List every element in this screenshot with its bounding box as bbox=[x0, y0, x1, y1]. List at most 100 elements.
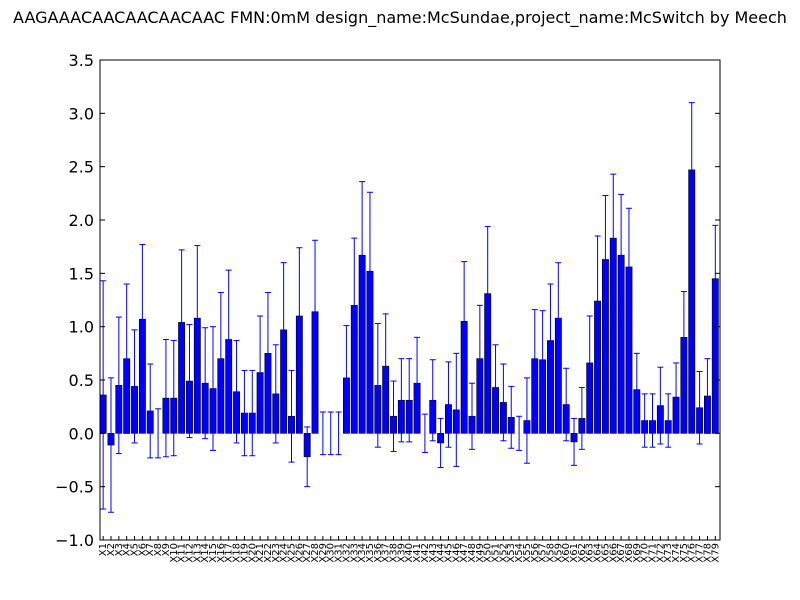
y-tick-label: −1.0 bbox=[55, 531, 94, 550]
error-bar-x7 bbox=[147, 363, 154, 459]
error-bar-x41 bbox=[414, 336, 421, 430]
x-tick-label: X3 bbox=[114, 543, 125, 556]
x-tick-label: X16 bbox=[216, 543, 227, 563]
x-tick-label: X36 bbox=[373, 543, 384, 563]
x-tick-label: X4 bbox=[122, 543, 133, 556]
x-tick-label: X11 bbox=[177, 543, 188, 563]
x-tick-label: X39 bbox=[396, 543, 407, 563]
error-bar-x48 bbox=[469, 382, 475, 450]
error-bar-x42 bbox=[421, 413, 428, 454]
error-bar-x29 bbox=[319, 411, 326, 456]
error-bar-x38 bbox=[390, 380, 397, 452]
error-bar-x73 bbox=[665, 393, 672, 448]
error-bar-x69 bbox=[633, 352, 640, 427]
x-tick-label: X48 bbox=[467, 543, 478, 563]
y-tick-label: 2.5 bbox=[69, 158, 94, 177]
x-tick-label: X7 bbox=[145, 543, 156, 556]
x-tick-label: X66 bbox=[608, 543, 619, 563]
error-bar-x30 bbox=[327, 411, 334, 456]
error-bar-x71 bbox=[649, 393, 656, 448]
x-tick-label: X79 bbox=[710, 543, 721, 563]
error-bar-x21 bbox=[257, 315, 264, 430]
error-bar-x74 bbox=[673, 362, 680, 432]
error-bar-x75 bbox=[680, 290, 687, 384]
error-bar-x34 bbox=[359, 181, 366, 330]
x-tick-label: X22 bbox=[263, 543, 274, 563]
x-tick-label: X54 bbox=[514, 543, 525, 563]
x-axis: X1X2X3X4X5X6X7X8X9X10X11X12X13X14X15X16X… bbox=[98, 536, 721, 563]
x-tick-label: X69 bbox=[632, 543, 643, 563]
x-tick-label: X50 bbox=[483, 543, 494, 563]
x-tick-label: X73 bbox=[663, 543, 674, 563]
x-tick-label: X65 bbox=[600, 543, 611, 563]
x-tick-label: X46 bbox=[451, 543, 462, 563]
x-tick-label: X26 bbox=[294, 543, 305, 563]
error-bar-x47 bbox=[461, 261, 468, 382]
x-tick-label: X20 bbox=[247, 543, 258, 563]
error-bar-x14 bbox=[202, 327, 209, 440]
x-tick-label: X63 bbox=[585, 543, 596, 563]
error-bar-x4 bbox=[123, 283, 130, 434]
y-tick-label: 3.0 bbox=[69, 104, 94, 123]
x-tick-label: X29 bbox=[318, 543, 329, 563]
error-bar-x26 bbox=[296, 247, 303, 385]
y-tick-label: 1.5 bbox=[69, 264, 94, 283]
error-bar-x18 bbox=[233, 340, 240, 444]
x-tick-label: X78 bbox=[702, 543, 713, 563]
error-bar-x45 bbox=[445, 361, 452, 448]
error-bar-x68 bbox=[625, 207, 632, 327]
x-tick-label: X5 bbox=[130, 543, 141, 556]
x-tick-label: X2 bbox=[106, 543, 117, 556]
x-tick-label: X49 bbox=[475, 543, 486, 563]
error-bar-x39 bbox=[398, 358, 405, 443]
x-tick-label: X52 bbox=[498, 543, 509, 563]
error-bar-x9 bbox=[162, 338, 169, 458]
x-tick-label: X75 bbox=[679, 543, 690, 563]
error-bar-x60 bbox=[563, 367, 570, 442]
error-bar-x54 bbox=[516, 415, 523, 451]
error-bar-x67 bbox=[618, 193, 625, 317]
error-bar-x10 bbox=[170, 340, 177, 457]
y-tick-label: 1.0 bbox=[69, 318, 94, 337]
x-tick-label: X30 bbox=[326, 543, 337, 563]
error-bar-x40 bbox=[406, 358, 413, 443]
error-bar-x55 bbox=[523, 377, 530, 464]
x-tick-label: X57 bbox=[538, 543, 549, 563]
x-tick-label: X55 bbox=[522, 543, 533, 563]
error-bar-x57 bbox=[539, 310, 546, 410]
error-bar-x5 bbox=[131, 329, 138, 444]
error-bar-x37 bbox=[382, 313, 389, 419]
error-bar-x43 bbox=[429, 359, 436, 442]
x-tick-label: X45 bbox=[443, 543, 454, 563]
error-bar-x52 bbox=[500, 363, 507, 442]
error-bar-x19 bbox=[241, 369, 248, 457]
x-tick-label: X33 bbox=[349, 543, 360, 563]
x-tick-label: X28 bbox=[310, 543, 321, 563]
error-bar-x13 bbox=[194, 245, 201, 392]
y-tick-label: 3.5 bbox=[69, 51, 94, 70]
error-bar-x17 bbox=[225, 269, 232, 410]
x-tick-label: X17 bbox=[224, 543, 235, 563]
error-bar-x28 bbox=[312, 239, 319, 384]
error-bar-x3 bbox=[115, 316, 122, 455]
error-bar-x66 bbox=[610, 173, 617, 303]
x-tick-label: X53 bbox=[506, 543, 517, 563]
x-tick-label: X19 bbox=[239, 543, 250, 563]
error-bar-x44 bbox=[437, 417, 444, 468]
error-bar-x62 bbox=[578, 386, 585, 450]
x-tick-label: X68 bbox=[624, 543, 635, 563]
y-tick-label: 0.5 bbox=[69, 371, 94, 390]
x-tick-label: X31 bbox=[334, 543, 345, 563]
error-bar-x78 bbox=[704, 358, 711, 434]
x-tick-label: X34 bbox=[357, 543, 368, 563]
error-bar-x53 bbox=[508, 385, 515, 449]
x-tick-label: X44 bbox=[436, 543, 447, 563]
x-tick-label: X60 bbox=[561, 543, 572, 563]
chart-title: AAGAAACAACAACAACAAC FMN:0mM design_name:… bbox=[13, 8, 787, 27]
x-tick-label: X8 bbox=[153, 543, 164, 556]
x-tick-label: X40 bbox=[404, 543, 415, 563]
error-bar-x64 bbox=[594, 235, 601, 367]
error-bar-x65 bbox=[602, 194, 609, 324]
error-bar-x24 bbox=[280, 262, 287, 398]
x-tick-label: X72 bbox=[655, 543, 666, 563]
